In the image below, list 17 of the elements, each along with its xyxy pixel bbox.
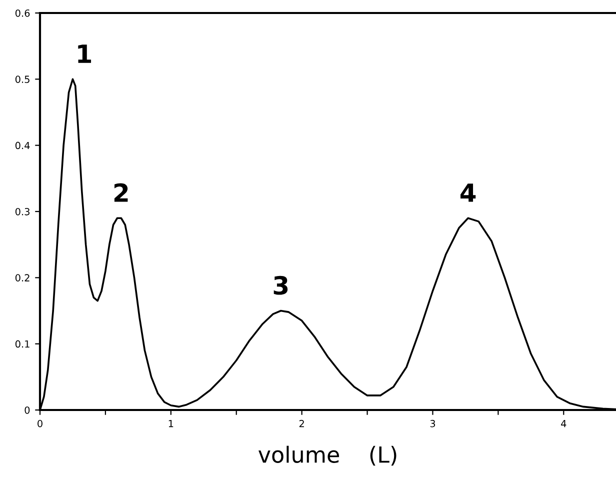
annotation: 2 — [114, 183, 128, 202]
y-tick-label: 0.2 — [15, 274, 30, 282]
x-tick-label: 3 — [430, 420, 436, 428]
annotation: 3 — [274, 276, 288, 295]
y-tick-label: 0.4 — [15, 142, 30, 150]
y-tick-label: 0.3 — [15, 208, 30, 216]
x-tick-label: 0 — [38, 420, 42, 428]
y-tick-label: 0 — [24, 406, 30, 414]
y-tick-label: 0.1 — [15, 340, 30, 348]
x-axis-title: volume (L) — [258, 446, 396, 466]
x-tick-label: 1 — [168, 420, 174, 428]
x-tick-label: 4 — [561, 420, 566, 428]
x-tick-label: 2 — [299, 420, 304, 428]
annotation: 1 — [78, 44, 92, 63]
y-tick-label: 0.6 — [15, 9, 30, 17]
annotation: 4 — [460, 184, 476, 202]
y-tick-label: 0.5 — [15, 76, 30, 83]
